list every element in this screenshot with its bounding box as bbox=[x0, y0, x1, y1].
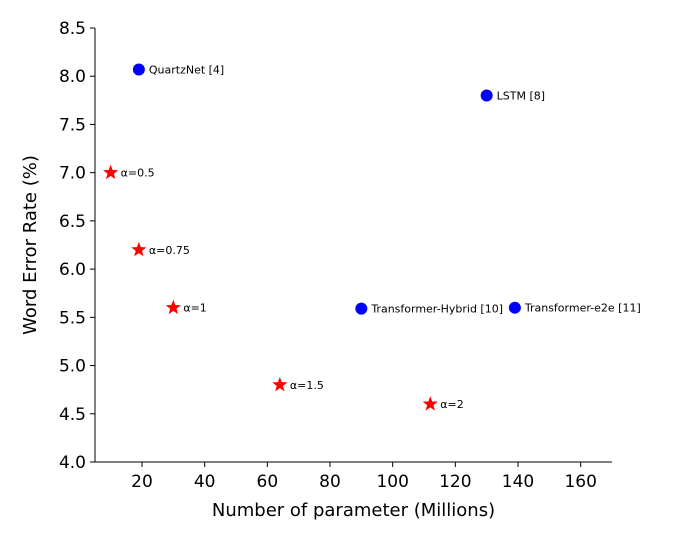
data-point-circle bbox=[355, 302, 368, 315]
x-axis-title: Number of parameter (Millions) bbox=[212, 500, 495, 521]
data-point-star bbox=[422, 396, 438, 411]
point-label: α=1 bbox=[183, 302, 206, 315]
point-label: Transformer-Hybrid [10] bbox=[370, 303, 503, 316]
x-tick-label: 160 bbox=[564, 472, 596, 492]
data-point-star bbox=[272, 376, 288, 392]
y-tick-label: 7.5 bbox=[59, 115, 86, 135]
y-ticks: 4.0 4.5 5.0 5.5 6.0 6.5 7.0 7.5 8.0 8.5 bbox=[59, 19, 95, 473]
point-label: LSTM [8] bbox=[497, 90, 545, 103]
point-label: α=0.5 bbox=[121, 167, 155, 180]
y-tick-label: 8.0 bbox=[59, 67, 86, 87]
y-tick-label: 5.5 bbox=[59, 308, 86, 328]
x-tick-label: 100 bbox=[376, 472, 408, 492]
point-label: α=1.5 bbox=[290, 379, 324, 392]
y-tick-label: 6.0 bbox=[59, 260, 86, 280]
point-label: α=0.75 bbox=[149, 244, 190, 257]
x-tick-label: 120 bbox=[439, 472, 471, 492]
y-tick-label: 5.0 bbox=[59, 357, 86, 377]
x-tick-label: 20 bbox=[131, 472, 153, 492]
data-point-star bbox=[103, 164, 119, 180]
axes bbox=[94, 28, 612, 463]
data-point-star bbox=[131, 241, 147, 257]
data-point-circle bbox=[132, 63, 145, 76]
y-axis-title: Word Error Rate (%) bbox=[20, 155, 41, 335]
x-ticks: 20 40 60 80 100 120 140 160 bbox=[131, 462, 597, 492]
y-tick-label: 6.5 bbox=[59, 212, 86, 232]
data-point-star bbox=[165, 299, 181, 315]
point-label: Transformer-e2e [11] bbox=[524, 302, 641, 315]
data-points: QuartzNet [4] LSTM [8] Transformer-Hybrid … bbox=[103, 63, 641, 411]
x-tick-label: 60 bbox=[257, 472, 279, 492]
x-tick-label: 140 bbox=[502, 472, 534, 492]
y-tick-label: 8.5 bbox=[59, 19, 86, 39]
data-point-circle bbox=[508, 301, 521, 314]
x-tick-label: 40 bbox=[194, 472, 216, 492]
y-tick-label: 7.0 bbox=[59, 164, 86, 184]
x-tick-label: 80 bbox=[319, 472, 341, 492]
data-point-circle bbox=[480, 89, 493, 102]
y-tick-label: 4.0 bbox=[59, 453, 86, 473]
point-label: α=2 bbox=[440, 398, 463, 411]
point-label: QuartzNet [4] bbox=[149, 63, 224, 76]
y-tick-label: 4.5 bbox=[59, 405, 86, 425]
